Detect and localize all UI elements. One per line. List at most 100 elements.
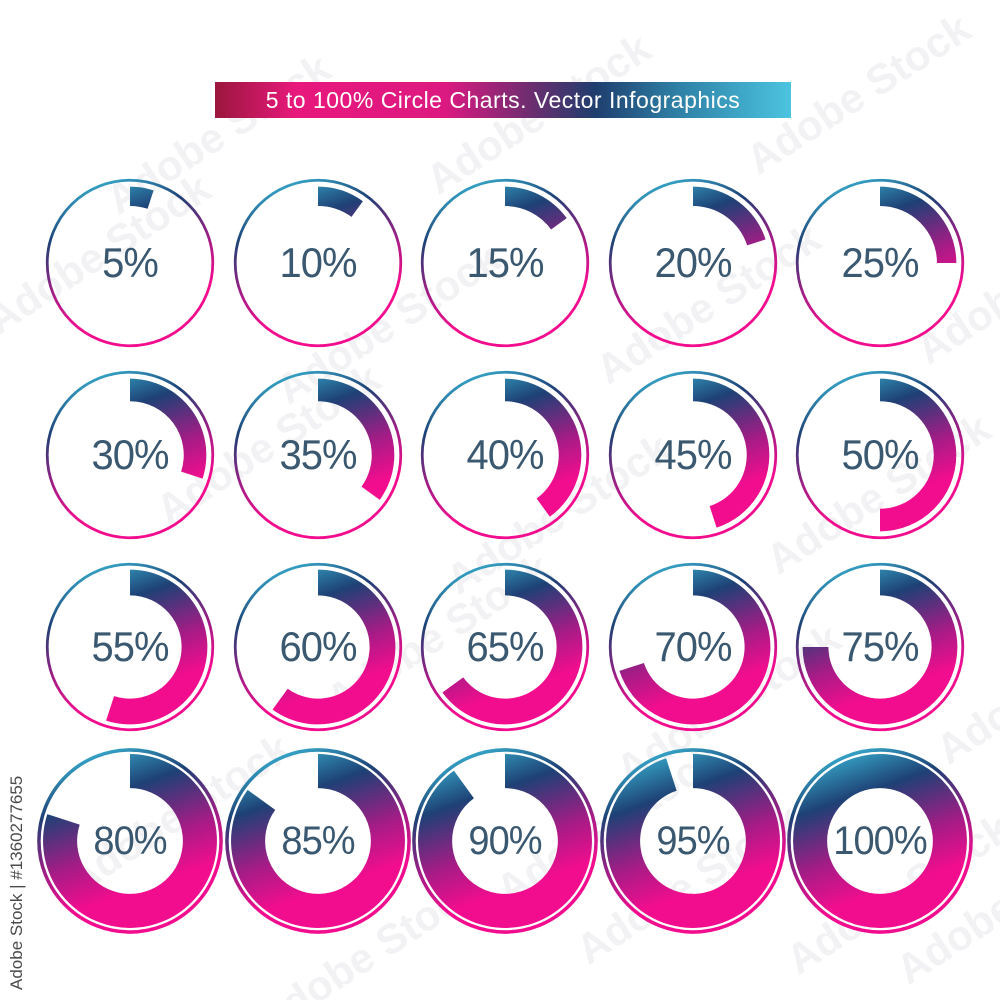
donut-svg [233,178,403,348]
percent-label: 50% [841,431,919,478]
ring-circle [608,370,778,540]
percent-label: 85% [281,818,355,863]
ring-circle [795,178,965,348]
ring-circle [600,748,786,934]
donut-chart-30: 30% [44,369,216,541]
donut-chart-100: 100% [786,747,974,935]
ring-circle [45,562,215,732]
donut-chart-80: 80% [36,747,224,935]
ring-circle [412,748,598,934]
ring-circle [420,370,590,540]
percent-label: 15% [466,239,544,286]
ring-circle [45,178,215,348]
percent-label: 10% [279,239,357,286]
ring-circle [45,370,215,540]
percent-label: 35% [279,431,357,478]
progress-arc [793,754,967,928]
donut-chart-20: 20% [607,177,779,349]
ring-circle [420,178,590,348]
donut-svg [45,178,215,348]
progress-arc [880,378,957,532]
donut-svg [233,370,403,540]
progress-arc [272,569,396,725]
donut-svg [795,370,965,540]
percent-label: 25% [841,239,919,286]
progress-arc [505,378,582,517]
donut-chart-60: 60% [232,561,404,733]
percent-label: 80% [93,818,167,863]
progress-arc [43,754,217,928]
donut-chart-95: 95% [599,747,787,935]
percent-label: 55% [91,623,169,670]
ring-circle [795,562,965,732]
donut-chart-15: 15% [419,177,591,349]
donut-svg [225,748,411,934]
donut-chart-25: 25% [794,177,966,349]
progress-arc [318,186,363,217]
progress-arc [880,186,957,263]
progress-arc [418,754,592,928]
ring-circle [795,370,965,540]
donut-chart-45: 45% [607,369,779,541]
donut-svg [37,748,223,934]
progress-arc [106,569,208,725]
donut-chart-35: 35% [232,369,404,541]
percent-label: 70% [654,623,732,670]
ring-circle [233,178,403,348]
progress-arc [505,186,567,230]
progress-arc [318,378,395,500]
donut-chart-70: 70% [607,561,779,733]
donut-chart-50: 50% [794,369,966,541]
donut-svg [787,748,973,934]
donut-svg [412,748,598,934]
donut-svg [420,178,590,348]
progress-arc [130,378,207,479]
donut-svg [608,178,778,348]
donut-svg [795,562,965,732]
progress-arc [606,754,780,928]
progress-arc [130,186,154,209]
donut-svg [233,562,403,732]
donut-chart-85: 85% [224,747,412,935]
progress-arc [442,569,583,725]
ring-circle [233,562,403,732]
percent-label: 45% [654,431,732,478]
progress-arc [693,378,770,528]
donut-chart-10: 10% [232,177,404,349]
title-banner: 5 to 100% Circle Charts. Vector Infograp… [215,82,791,118]
donut-svg [608,370,778,540]
donut-svg [45,370,215,540]
donut-svg [608,562,778,732]
percent-label: 60% [279,623,357,670]
donut-chart-40: 40% [419,369,591,541]
percent-label: 5% [102,239,159,286]
percent-label: 75% [841,623,919,670]
donut-chart-5: 5% [44,177,216,349]
donut-chart-55: 55% [44,561,216,733]
donut-svg [420,370,590,540]
progress-arc [802,569,958,725]
donut-svg [795,178,965,348]
ring-circle [787,748,973,934]
title-text: 5 to 100% Circle Charts. Vector Infograp… [265,86,741,113]
percent-label: 30% [91,431,169,478]
donut-svg [420,562,590,732]
stock-id-text: Adobe Stock | #1360277655 [7,775,26,990]
progress-arc [231,754,405,928]
progress-arc [693,186,766,246]
ring-circle [225,748,411,934]
ring-circle [608,562,778,732]
donut-chart-90: 90% [411,747,599,935]
progress-arc [619,569,771,725]
percent-label: 40% [466,431,544,478]
donut-chart-75: 75% [794,561,966,733]
donut-chart-65: 65% [419,561,591,733]
percent-label: 20% [654,239,732,286]
donut-svg [45,562,215,732]
percent-label: 95% [656,818,730,863]
ring-circle [233,370,403,540]
percent-label: 100% [833,818,927,863]
percent-label: 65% [466,623,544,670]
ring-circle [420,562,590,732]
